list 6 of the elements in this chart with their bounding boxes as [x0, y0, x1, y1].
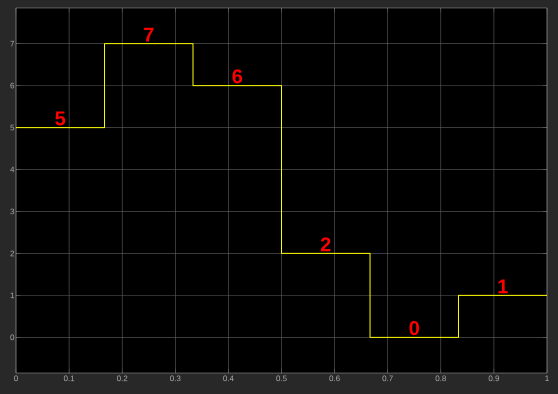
annotation: 1	[498, 279, 508, 294]
annotation: 0	[410, 321, 419, 336]
annotation: 5	[55, 111, 66, 126]
annotation: 6	[232, 69, 242, 84]
annotation: 2	[320, 237, 330, 252]
annotation: 7	[144, 28, 154, 42]
